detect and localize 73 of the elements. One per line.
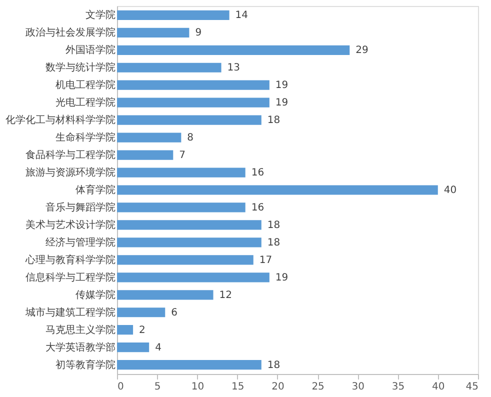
x-tick-label: 45 bbox=[466, 382, 478, 392]
y-tick-label: 化学化工与材料科学学院 bbox=[6, 114, 116, 126]
bar bbox=[117, 168, 246, 178]
y-tick-label: 生命科学学院 bbox=[56, 132, 116, 144]
x-tick-label: 10 bbox=[191, 382, 204, 392]
y-tick-label: 机电工程学院 bbox=[56, 79, 116, 92]
data-label: 19 bbox=[275, 80, 288, 92]
bar bbox=[117, 220, 262, 230]
data-label: 17 bbox=[259, 254, 272, 266]
bar bbox=[117, 342, 150, 352]
y-tick-label: 经济与管理学院 bbox=[46, 236, 116, 248]
y-tick-label: 光电工程学院 bbox=[56, 96, 116, 109]
y-tick-label: 初等教育学院 bbox=[56, 358, 116, 371]
bar bbox=[117, 28, 190, 38]
bar bbox=[117, 185, 438, 195]
y-tick-label: 旅游与资源环境学院 bbox=[26, 166, 116, 179]
data-label: 19 bbox=[275, 98, 288, 109]
bar bbox=[117, 272, 270, 282]
x-tick-label: 35 bbox=[392, 382, 405, 392]
data-label: 13 bbox=[227, 62, 240, 74]
bar bbox=[117, 10, 230, 20]
data-label: 9 bbox=[195, 28, 202, 39]
y-tick-label: 政治与社会发展学院 bbox=[26, 26, 116, 39]
bar bbox=[117, 80, 270, 90]
y-tick-label: 体育学院 bbox=[76, 184, 116, 196]
data-label: 40 bbox=[444, 185, 457, 196]
bar bbox=[117, 308, 166, 318]
data-label: 16 bbox=[251, 202, 264, 214]
data-label: 2 bbox=[139, 324, 146, 336]
data-label: 8 bbox=[187, 132, 194, 144]
x-tick-label: 30 bbox=[352, 382, 365, 392]
bar bbox=[117, 132, 182, 142]
y-tick-label: 传媒学院 bbox=[76, 288, 116, 301]
bar bbox=[117, 202, 246, 212]
bar bbox=[117, 290, 214, 300]
y-tick-label: 大学英语教学部 bbox=[46, 341, 116, 354]
y-tick-label: 外国语学院 bbox=[66, 44, 116, 56]
data-label: 6 bbox=[171, 307, 178, 318]
bar bbox=[117, 255, 254, 265]
y-tick-label: 城市与建筑工程学院 bbox=[24, 306, 116, 318]
bar bbox=[117, 98, 270, 108]
bar bbox=[117, 115, 262, 125]
data-label: 18 bbox=[267, 360, 280, 371]
x-tick-label: 0 bbox=[118, 382, 124, 392]
y-tick-label: 马克思主义学院 bbox=[46, 324, 116, 336]
y-tick-label: 文学院 bbox=[86, 9, 116, 22]
x-tick-label: 25 bbox=[312, 382, 324, 392]
data-label: 18 bbox=[267, 220, 280, 231]
data-label: 18 bbox=[267, 237, 280, 248]
bar bbox=[117, 150, 174, 160]
data-label: 7 bbox=[179, 150, 186, 162]
bar bbox=[117, 62, 222, 72]
data-label: 12 bbox=[219, 290, 232, 301]
x-tick-label: 20 bbox=[272, 382, 284, 392]
data-label: 19 bbox=[275, 272, 288, 284]
data-label: 29 bbox=[356, 45, 368, 56]
bar bbox=[117, 325, 134, 335]
x-tick-label: 5 bbox=[154, 382, 161, 392]
data-label: 14 bbox=[235, 10, 248, 22]
y-tick-label: 食品科学与工程学院 bbox=[26, 149, 116, 162]
x-tick-label: 40 bbox=[432, 382, 445, 392]
y-tick-label: 音乐与舞蹈学院 bbox=[46, 201, 116, 214]
data-label: 16 bbox=[251, 168, 264, 179]
y-tick-label: 数学与统计学院 bbox=[46, 62, 116, 74]
bar bbox=[117, 360, 262, 370]
y-tick-label: 心理与教育科学学院 bbox=[24, 254, 116, 266]
y-tick-label: 信息科学与工程学院 bbox=[26, 271, 116, 284]
data-label: 18 bbox=[267, 115, 280, 126]
bar bbox=[117, 238, 262, 248]
bar bbox=[117, 45, 350, 55]
data-label: 4 bbox=[155, 342, 162, 354]
x-tick-label: 15 bbox=[231, 382, 244, 392]
y-tick-label: 美术与艺术设计学院 bbox=[26, 218, 116, 231]
